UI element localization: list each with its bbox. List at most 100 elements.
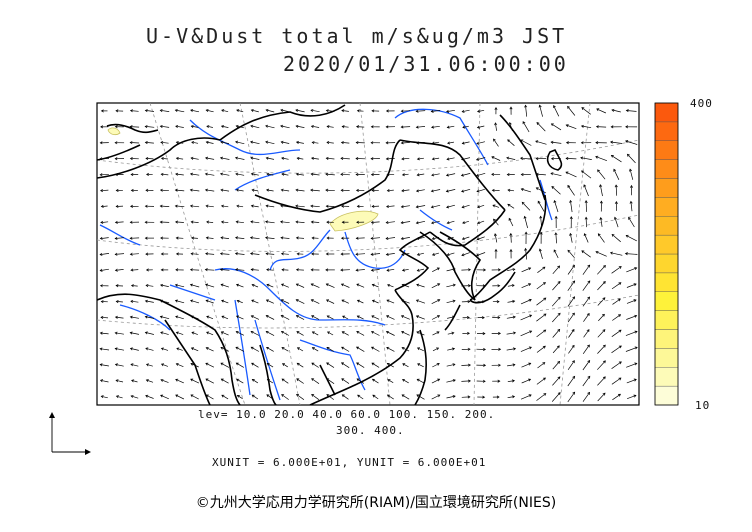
wind-arrow	[447, 316, 455, 319]
wind-arrow	[551, 186, 561, 195]
chart-datetime: 2020/01/31.06:00:00	[283, 52, 569, 76]
wind-arrow	[446, 300, 456, 304]
wind-arrow	[145, 142, 154, 144]
wind-arrowhead	[220, 204, 224, 208]
wind-arrowhead	[565, 171, 569, 175]
wind-arrowhead	[542, 282, 546, 285]
colorbar-min-label: 10	[695, 399, 711, 412]
wind-arrowhead	[528, 394, 532, 398]
wind-arrowhead	[265, 124, 269, 128]
wind-arrowhead	[250, 204, 254, 208]
wind-arrowhead	[236, 299, 240, 303]
wind-arrow	[626, 283, 637, 288]
wind-arrow	[401, 221, 411, 224]
wind-arrowhead	[159, 108, 163, 113]
wind-arrowhead	[496, 300, 500, 304]
wind-arrowhead	[436, 331, 440, 335]
wind-arrowhead	[175, 252, 179, 256]
wind-arrow	[355, 253, 366, 255]
wind-arrowhead	[355, 172, 359, 177]
wind-arrowhead	[634, 362, 638, 366]
wind-arrowhead	[355, 346, 359, 350]
wind-arrowhead	[236, 109, 240, 113]
wind-arrowhead	[159, 315, 163, 319]
wind-arrowhead	[614, 184, 618, 188]
wind-arrow	[626, 395, 637, 400]
wind-arrowhead	[220, 124, 225, 128]
wind-arrowhead	[174, 108, 178, 112]
wind-arrow	[221, 300, 229, 304]
wind-arrow	[461, 364, 471, 366]
wind-arrow	[598, 314, 605, 322]
wind-arrowhead	[618, 377, 622, 381]
wind-arrowhead	[468, 363, 471, 367]
wind-arrow	[431, 125, 440, 128]
wind-arrowhead	[341, 109, 345, 113]
wind-arrowhead	[310, 283, 314, 287]
wind-arrowhead	[220, 362, 224, 366]
wind-arrowhead	[281, 172, 285, 176]
wind-arrowhead	[370, 252, 374, 256]
wind-arrowhead	[356, 362, 360, 366]
wind-arrow	[386, 253, 395, 255]
wind-arrow	[146, 363, 153, 367]
wind-arrowhead	[587, 344, 590, 348]
wind-arrowhead	[602, 392, 606, 396]
wind-arrowhead	[160, 268, 164, 272]
wind-arrowhead	[494, 248, 498, 252]
wind-arrow	[629, 169, 634, 180]
wind-arrowhead	[401, 173, 405, 177]
wind-arrowhead	[597, 233, 601, 237]
wind-arrowhead	[512, 268, 516, 272]
wind-arrowhead	[190, 347, 194, 351]
wind-arrowhead	[145, 363, 149, 367]
wind-arrow	[476, 141, 485, 145]
wind-arrow	[521, 378, 531, 384]
wind-arrow	[416, 236, 425, 240]
colorbar-segment	[654, 272, 679, 292]
wind-arrow	[432, 363, 440, 368]
wind-arrowhead	[205, 299, 209, 303]
wind-arrow	[206, 141, 214, 144]
wind-arrow	[252, 379, 259, 384]
wind-arrow	[416, 220, 426, 224]
wind-arrowhead	[611, 108, 615, 112]
wind-arrow	[327, 126, 334, 128]
wind-arrowhead	[557, 360, 561, 364]
wind-arrow	[551, 392, 561, 402]
colorbar-segment	[654, 140, 679, 160]
wind-arrowhead	[325, 283, 329, 287]
wind-arrowhead	[491, 172, 495, 176]
wind-arrow	[462, 220, 469, 224]
wind-arrow	[521, 267, 531, 273]
wind-arrowhead	[538, 248, 542, 252]
wind-arrowhead	[512, 395, 516, 399]
wind-arrowhead	[175, 140, 179, 145]
wind-arrow	[131, 379, 138, 383]
wind-arrowhead	[415, 125, 419, 129]
wind-arrowhead	[340, 283, 344, 287]
wind-arrow	[191, 332, 198, 335]
wind-arrow	[401, 252, 410, 256]
wind-arrow	[281, 189, 290, 192]
wind-arrow	[161, 173, 169, 176]
wind-arrow	[476, 252, 486, 256]
wind-arrow	[160, 379, 169, 383]
wind-arrow	[160, 109, 170, 112]
wind-arrow	[371, 253, 381, 255]
wind-arrow	[417, 252, 424, 256]
wind-arrowhead	[602, 376, 606, 380]
wind-arrowhead	[583, 184, 587, 188]
wind-arrowhead	[175, 268, 179, 272]
wind-arrowhead	[310, 268, 314, 272]
wind-arrow	[116, 379, 124, 383]
wind-arrowhead	[99, 236, 103, 240]
wind-arrowhead	[190, 252, 194, 256]
wind-arrowhead	[235, 331, 239, 334]
wind-arrow	[521, 362, 531, 368]
wind-arrow	[566, 158, 577, 160]
wind-arrowhead	[506, 156, 510, 160]
wind-arrowhead	[175, 331, 179, 335]
wind-arrowhead	[629, 168, 633, 172]
wind-arrowhead	[587, 391, 590, 395]
